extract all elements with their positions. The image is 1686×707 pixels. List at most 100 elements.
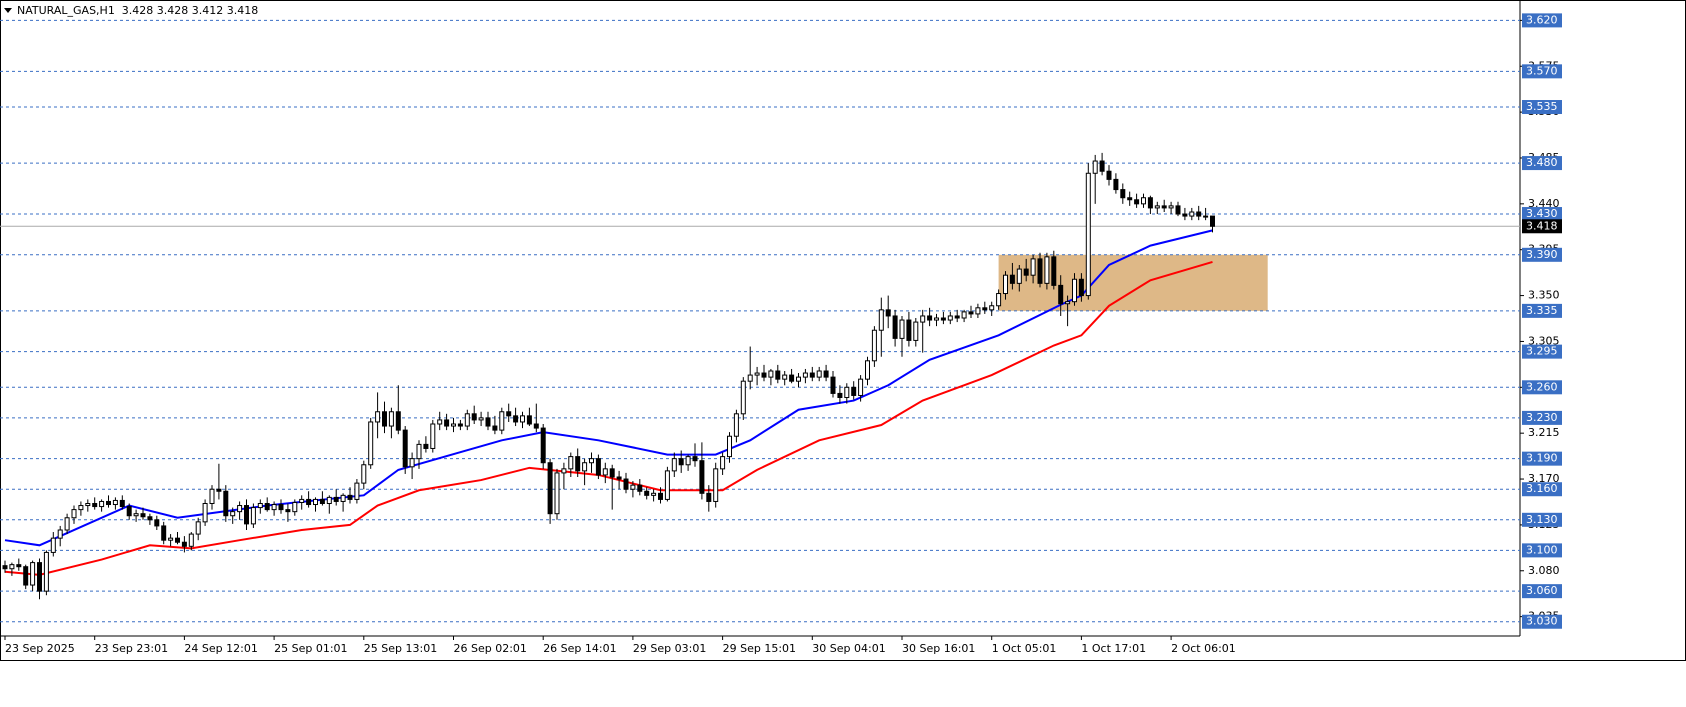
candle-body xyxy=(361,464,367,484)
candle-body xyxy=(871,329,877,362)
candle-body xyxy=(575,456,581,472)
candle-body xyxy=(658,492,663,500)
candle-body xyxy=(609,468,615,478)
candle-body xyxy=(451,423,456,427)
candle-body xyxy=(430,423,436,449)
candle-body xyxy=(188,533,194,547)
candle-body xyxy=(23,566,29,586)
x-tick-label: 1 Oct 17:01 xyxy=(1081,642,1146,655)
candle-body xyxy=(1023,268,1029,276)
last-price-box xyxy=(1522,219,1562,234)
candle-body xyxy=(630,484,636,490)
candle-body xyxy=(1065,301,1071,305)
candle-body xyxy=(313,498,318,506)
level-label: 3.620 xyxy=(1526,13,1558,26)
level-label: 3.230 xyxy=(1526,411,1558,424)
candle-body xyxy=(1030,258,1036,276)
candle-body xyxy=(1003,274,1008,295)
candle-body xyxy=(368,421,374,466)
candle-body xyxy=(616,476,622,480)
candle-body xyxy=(651,492,657,496)
candle-body xyxy=(168,537,174,541)
candle-body xyxy=(1009,274,1015,284)
candle-body xyxy=(761,372,767,378)
candle-body xyxy=(920,315,926,323)
candle-body xyxy=(554,472,560,515)
candle-body xyxy=(837,392,843,398)
candle-body xyxy=(589,458,594,464)
y-tick-label: 3.350 xyxy=(1528,289,1560,302)
level-label: 3.535 xyxy=(1526,100,1558,113)
candle-body xyxy=(540,427,546,464)
level-label: 3.160 xyxy=(1526,482,1558,495)
candle-body xyxy=(996,293,1002,307)
x-tick-label: 24 Sep 12:01 xyxy=(184,642,257,655)
level-label-box xyxy=(1522,100,1562,115)
y-tick-label: 3.305 xyxy=(1528,334,1560,347)
candle-body xyxy=(375,411,381,423)
candle-body xyxy=(582,462,588,472)
candle-body xyxy=(499,411,505,431)
candle-body xyxy=(568,456,574,470)
candle-body xyxy=(216,488,222,492)
candle-body xyxy=(195,521,201,535)
candle-body xyxy=(230,511,236,517)
candle-body xyxy=(533,423,539,429)
candle-body xyxy=(1134,199,1140,205)
candle-body xyxy=(816,370,822,378)
candle-body xyxy=(1051,256,1057,286)
level-label: 3.060 xyxy=(1526,584,1558,597)
candle-body xyxy=(388,411,394,427)
candle-body xyxy=(885,309,891,317)
candle-body xyxy=(285,509,291,513)
candle-body xyxy=(250,507,256,525)
candle-body xyxy=(319,498,325,504)
candle-body xyxy=(782,374,788,380)
candle-body xyxy=(830,376,836,394)
candle-body xyxy=(906,319,912,341)
level-label: 3.390 xyxy=(1526,248,1558,261)
candle-body xyxy=(1044,256,1050,284)
candle-body xyxy=(147,516,153,521)
level-label-box xyxy=(1522,380,1562,395)
candle-body xyxy=(706,492,712,502)
candle-body xyxy=(637,484,643,492)
candle-body xyxy=(382,411,387,427)
candle-body xyxy=(50,537,56,553)
candle-body xyxy=(699,460,705,494)
level-label-box xyxy=(1522,13,1562,28)
candle-body xyxy=(775,370,781,380)
candle-body xyxy=(306,498,312,506)
candle-body xyxy=(644,490,650,496)
candle-body xyxy=(64,517,70,531)
candle-body xyxy=(119,499,125,508)
x-tick-label: 30 Sep 16:01 xyxy=(902,642,975,655)
candle-body xyxy=(713,468,719,502)
y-tick-label: 3.215 xyxy=(1528,426,1560,439)
candle-body xyxy=(161,525,167,541)
level-label: 3.130 xyxy=(1526,513,1558,526)
candle-body xyxy=(299,498,305,503)
candle-body xyxy=(471,413,477,421)
candle-body xyxy=(464,413,470,427)
level-label-box xyxy=(1522,451,1562,466)
x-tick-label: 25 Sep 01:01 xyxy=(274,642,347,655)
candle-body xyxy=(1058,284,1064,305)
level-label-box xyxy=(1522,207,1562,222)
level-label: 3.430 xyxy=(1526,207,1558,220)
candle-body xyxy=(1037,258,1043,284)
level-label-box xyxy=(1522,584,1562,599)
candle-body xyxy=(913,321,919,341)
candle-body xyxy=(1161,205,1167,209)
candle-body xyxy=(1120,189,1126,199)
candle-body xyxy=(71,509,77,519)
zone xyxy=(998,254,1268,311)
candle-body xyxy=(961,311,967,319)
candle-body xyxy=(754,372,760,376)
candle-body xyxy=(1085,172,1091,297)
candle-body xyxy=(595,458,601,476)
candle-body xyxy=(92,503,98,508)
level-label-box xyxy=(1522,543,1562,558)
x-tick-label: 30 Sep 04:01 xyxy=(812,642,885,655)
